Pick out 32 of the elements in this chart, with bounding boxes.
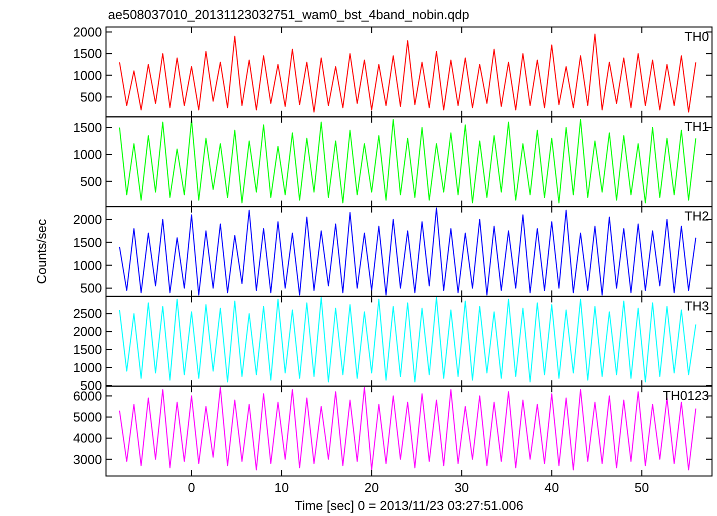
y-tick-label: 1000 [73, 360, 102, 376]
y-tick-label: 5000 [73, 410, 102, 425]
y-tick-label: 2000 [73, 324, 102, 340]
y-tick-label: 2500 [73, 306, 102, 322]
y-axis-title: Counts/sec [34, 218, 49, 284]
y-tick-label: 1000 [73, 68, 102, 83]
y-tick-label: 500 [80, 89, 102, 104]
x-tick-label: 50 [634, 480, 649, 495]
y-tick-label: 1500 [73, 120, 102, 136]
x-tick-label: 10 [274, 480, 289, 495]
x-tick-label: 20 [364, 480, 379, 495]
y-tick-label: 1000 [73, 146, 102, 162]
x-tick-label: 0 [188, 480, 196, 495]
y-tick-label: 3000 [73, 452, 102, 467]
y-tick-label: 500 [80, 280, 102, 296]
y-tick-label: 500 [80, 174, 102, 189]
x-axis-title: Time [sec] 0 = 2013/11/23 03:27:51.006 [294, 498, 524, 513]
y-tick-label: 2000 [73, 212, 102, 227]
series-label: TH0 [684, 29, 709, 44]
x-tick-label: 30 [454, 480, 469, 495]
chart-title: ae508037010_20131123032751_wam0_bst_4band_nobin.qdp [108, 7, 470, 22]
y-tick-label: 1500 [73, 46, 102, 62]
x-tick-label: 40 [544, 480, 559, 495]
y-tick-label: 2000 [73, 24, 102, 40]
series-label: TH0123 [662, 388, 709, 404]
series-label: TH2 [684, 208, 709, 224]
y-tick-label: 1000 [73, 258, 102, 273]
y-tick-label: 1500 [73, 342, 102, 358]
y-tick-label: 1500 [73, 234, 102, 250]
series-label: TH3 [684, 298, 709, 314]
series-label: TH1 [684, 118, 709, 134]
y-tick-label: 4000 [73, 430, 102, 446]
